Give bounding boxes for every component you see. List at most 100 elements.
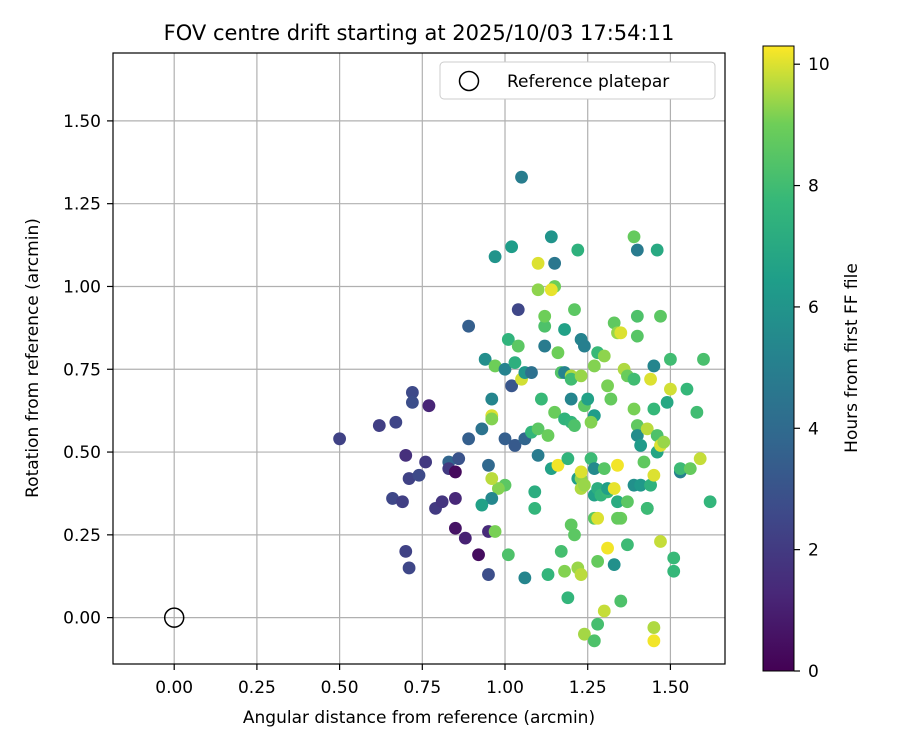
y-axis-ticks: 0.00 0.25 0.50 0.75 1.00 1.25 1.50 <box>63 112 113 629</box>
data-point <box>548 405 562 419</box>
data-point <box>647 468 661 482</box>
data-point <box>667 551 681 565</box>
data-point <box>647 634 661 648</box>
data-point <box>564 518 578 532</box>
y-tick-label: 0.50 <box>63 443 101 463</box>
data-point <box>634 478 648 492</box>
colorbar-label: Hours from first FF file <box>842 263 862 453</box>
data-point <box>531 256 545 270</box>
data-point <box>505 379 519 393</box>
y-tick-label: 0.25 <box>63 526 101 546</box>
x-tick-label: 0.50 <box>321 678 359 698</box>
legend-box <box>439 61 716 100</box>
data-point <box>630 429 644 442</box>
x-axis-label: Angular distance from reference (arcmin) <box>243 708 595 728</box>
data-point <box>538 339 552 353</box>
data-point <box>505 240 519 254</box>
data-point <box>435 495 449 509</box>
x-tick-label: 1.25 <box>569 678 607 698</box>
colorbar-ticks: 0 2 4 6 8 10 <box>794 55 830 682</box>
data-point <box>535 392 548 406</box>
chart-title: FOV centre drift starting at 2025/10/03 … <box>164 21 675 45</box>
data-point <box>541 568 555 581</box>
data-point <box>508 439 522 452</box>
data-point <box>597 604 611 618</box>
data-point <box>399 448 413 462</box>
data-point <box>448 465 462 479</box>
x-tick-label: 1.50 <box>651 678 689 698</box>
data-point <box>475 498 489 512</box>
colorbar-tick-label: 0 <box>808 662 819 682</box>
data-point <box>587 359 601 373</box>
data-point <box>667 564 681 578</box>
data-point <box>525 366 538 379</box>
reference-point-marker <box>163 607 185 628</box>
data-point <box>564 392 578 406</box>
data-point <box>528 485 542 499</box>
colorbar-tick-label: 6 <box>808 298 819 318</box>
data-point <box>462 432 476 446</box>
data-point <box>654 309 667 323</box>
data-point <box>531 422 545 436</box>
data-point <box>647 621 661 634</box>
data-point <box>472 548 485 562</box>
data-point <box>419 455 433 469</box>
data-point <box>660 395 674 409</box>
data-point <box>518 571 532 585</box>
data-point <box>630 309 644 323</box>
data-point <box>637 455 651 469</box>
legend: Reference platepar <box>439 61 716 100</box>
data-point <box>644 478 657 492</box>
data-point <box>482 568 495 581</box>
data-point <box>422 399 436 413</box>
data-point <box>587 462 601 476</box>
y-tick-label: 1.50 <box>63 112 101 132</box>
data-point <box>548 256 562 270</box>
data-point <box>389 415 403 429</box>
y-axis-label: Rotation from reference (arcmin) <box>23 218 43 498</box>
data-point <box>607 558 621 572</box>
data-point <box>488 250 502 264</box>
x-tick-label: 0.75 <box>403 678 441 698</box>
data-point <box>405 386 419 399</box>
data-point <box>584 415 598 429</box>
data-point <box>574 465 588 479</box>
x-tick-label: 1.00 <box>486 678 524 698</box>
data-point <box>508 356 522 370</box>
data-point <box>564 372 578 386</box>
y-tick-label: 0.75 <box>63 360 101 380</box>
data-points <box>333 170 717 648</box>
data-point <box>611 495 624 509</box>
data-point <box>664 352 677 366</box>
data-point <box>402 472 416 485</box>
data-point <box>683 462 697 476</box>
data-point <box>581 392 595 406</box>
grid-lines <box>113 53 725 664</box>
data-point <box>614 326 628 340</box>
data-point <box>551 458 565 472</box>
y-tick-label: 0.00 <box>63 609 101 629</box>
data-point <box>587 634 601 648</box>
data-point <box>478 352 492 366</box>
data-point <box>498 432 512 446</box>
data-point <box>597 349 611 363</box>
legend-label: Reference platepar <box>507 72 669 92</box>
data-point <box>574 369 588 383</box>
data-point <box>578 339 591 353</box>
x-axis-ticks: 0.00 0.25 0.50 0.75 1.00 1.25 1.50 <box>155 664 689 698</box>
data-point <box>611 458 624 472</box>
data-point <box>627 402 641 416</box>
y-tick-label: 1.25 <box>63 195 101 215</box>
data-point <box>558 564 571 578</box>
data-point <box>604 392 618 406</box>
data-point <box>412 468 426 482</box>
data-point <box>634 439 648 452</box>
data-point <box>571 243 585 257</box>
data-point <box>568 419 581 432</box>
data-point <box>538 319 552 333</box>
data-point <box>630 419 644 432</box>
data-point <box>485 412 499 426</box>
data-point <box>501 548 515 562</box>
data-point <box>693 452 707 466</box>
data-point <box>591 554 605 568</box>
